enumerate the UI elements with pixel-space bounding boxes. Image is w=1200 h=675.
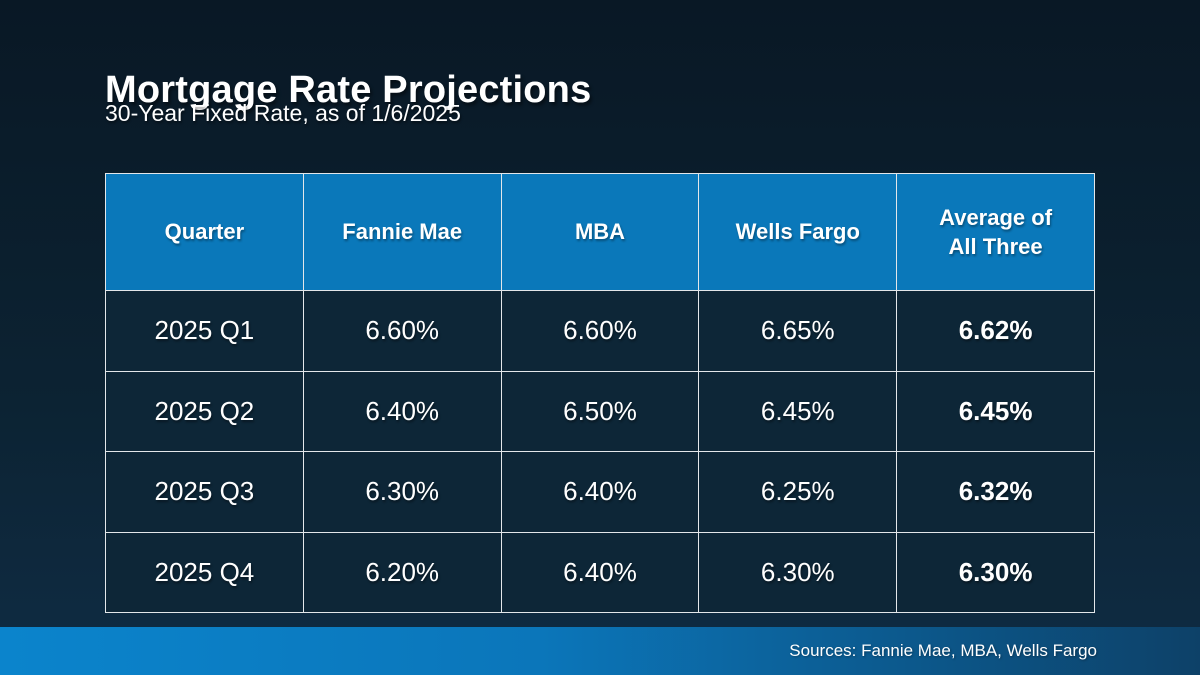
footer-bar: Sources: Fannie Mae, MBA, Wells Fargo bbox=[0, 627, 1200, 675]
quarter-cell: 2025 Q3 bbox=[105, 451, 304, 533]
rate-cell: 6.20% bbox=[302, 531, 502, 613]
column-header-quarter: Quarter bbox=[105, 173, 304, 291]
rate-cell: 6.30% bbox=[302, 451, 502, 533]
column-header-average-label: Average of All Three bbox=[939, 204, 1053, 259]
column-header-average: Average of All Three bbox=[896, 173, 1095, 291]
quarter-cell: 2025 Q2 bbox=[105, 370, 304, 452]
page-subtitle: 30-Year Fixed Rate, as of 1/6/2025 bbox=[105, 100, 461, 126]
rate-cell: 6.40% bbox=[500, 531, 700, 613]
average-cell: 6.32% bbox=[896, 451, 1095, 533]
rate-cell: 6.50% bbox=[500, 370, 700, 452]
table-row: 2025 Q3 6.30% 6.40% 6.25% 6.32% bbox=[105, 451, 1095, 533]
table-row: 2025 Q2 6.40% 6.50% 6.45% 6.45% bbox=[105, 370, 1095, 452]
rate-cell: 6.25% bbox=[698, 451, 898, 533]
rate-cell: 6.40% bbox=[302, 370, 502, 452]
table-row: 2025 Q4 6.20% 6.40% 6.30% 6.30% bbox=[105, 531, 1095, 613]
column-header-wells-fargo: Wells Fargo bbox=[698, 173, 898, 291]
rate-cell: 6.45% bbox=[698, 370, 898, 452]
rate-cell: 6.60% bbox=[302, 290, 502, 372]
average-cell: 6.45% bbox=[896, 370, 1095, 452]
rate-cell: 6.40% bbox=[500, 451, 700, 533]
rate-cell: 6.60% bbox=[500, 290, 700, 372]
average-cell: 6.62% bbox=[896, 290, 1095, 372]
rate-projections-table: Quarter Fannie Mae MBA Wells Fargo Avera… bbox=[105, 173, 1095, 613]
table-header-row: Quarter Fannie Mae MBA Wells Fargo Avera… bbox=[105, 173, 1095, 291]
column-header-mba: MBA bbox=[500, 173, 700, 291]
sources-text: Sources: Fannie Mae, MBA, Wells Fargo bbox=[789, 641, 1097, 660]
table-row: 2025 Q1 6.60% 6.60% 6.65% 6.62% bbox=[105, 290, 1095, 372]
quarter-cell: 2025 Q4 bbox=[105, 531, 304, 613]
rate-cell: 6.65% bbox=[698, 290, 898, 372]
rate-cell: 6.30% bbox=[698, 531, 898, 613]
column-header-fannie-mae: Fannie Mae bbox=[302, 173, 502, 291]
page-title: Mortgage Rate Projections bbox=[105, 69, 592, 112]
quarter-cell: 2025 Q1 bbox=[105, 290, 304, 372]
average-cell: 6.30% bbox=[896, 531, 1095, 613]
